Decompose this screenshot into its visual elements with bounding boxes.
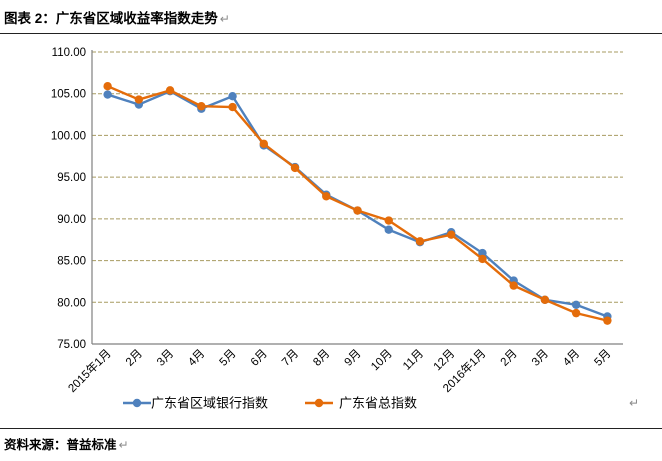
- data-point-marker: [228, 92, 237, 101]
- data-point-marker: [384, 225, 393, 234]
- data-point-marker: [571, 300, 581, 309]
- source-note-text: 资料来源：普益标准: [4, 438, 117, 452]
- data-point-marker: [134, 95, 144, 104]
- series-line-1: [107, 85, 608, 322]
- y-tick-label: 100.00: [51, 130, 86, 142]
- data-point-marker: [384, 216, 393, 225]
- x-tick-label: 5月: [592, 348, 613, 369]
- x-tick-label: 3月: [155, 348, 176, 369]
- paragraph-return-icon: ↵: [118, 438, 129, 452]
- x-tick-label: 4月: [186, 348, 207, 369]
- x-tick-label: 10月: [369, 348, 395, 374]
- chart-caption-text: 图表 2：广东省区域收益率指数走势: [4, 11, 218, 26]
- data-point-marker: [415, 237, 425, 246]
- x-tick-label: 2月: [499, 348, 520, 369]
- top-divider: [0, 33, 662, 34]
- data-point-marker: [603, 316, 612, 325]
- x-tick-label: 3月: [530, 348, 551, 369]
- source-note: 资料来源：普益标准 ↵: [4, 434, 129, 453]
- data-point-marker: [540, 295, 550, 304]
- data-point-marker: [259, 139, 268, 148]
- data-point-marker: [103, 82, 112, 91]
- x-tick-label: 12月: [432, 348, 458, 374]
- legend-marker-dot: [314, 398, 324, 408]
- y-tick-label: 90.00: [57, 214, 86, 226]
- y-tick-label: 110.00: [52, 47, 86, 59]
- paragraph-return-icon: ↵: [629, 396, 640, 410]
- x-tick-label: 5月: [218, 348, 239, 369]
- data-point-marker: [103, 90, 112, 99]
- data-point-marker: [322, 192, 331, 201]
- bottom-divider: [0, 428, 662, 429]
- data-point-marker: [290, 163, 300, 173]
- data-point-marker: [353, 206, 362, 215]
- x-tick-label: 8月: [311, 348, 332, 369]
- data-point-marker: [509, 281, 518, 290]
- y-tick-label: 75.00: [57, 339, 86, 351]
- data-point-marker: [478, 254, 487, 264]
- x-tick-label: 4月: [561, 348, 582, 369]
- data-point-marker: [165, 86, 175, 95]
- data-point-marker: [197, 102, 206, 111]
- legend-label-1: 广东省总指数: [339, 396, 417, 411]
- series-line-0: [107, 90, 608, 318]
- data-point-marker: [447, 230, 456, 239]
- paragraph-return-icon: ↵: [219, 12, 230, 26]
- data-point-marker: [228, 102, 237, 112]
- legend-marker-dot: [132, 398, 142, 408]
- x-tick-label: 6月: [249, 348, 270, 369]
- legend-label-0: 广东省区域银行指数: [151, 396, 268, 411]
- y-tick-label: 105.00: [51, 89, 86, 101]
- x-tick-label: 2月: [124, 348, 145, 369]
- data-point-marker: [571, 308, 581, 318]
- x-tick-label: 11月: [401, 348, 426, 373]
- data-point-marker: [478, 248, 487, 258]
- y-tick-label: 85.00: [57, 256, 86, 268]
- chart-caption: 图表 2：广东省区域收益率指数走势 ↵: [4, 7, 230, 27]
- y-tick-label: 80.00: [57, 297, 86, 309]
- x-tick-label: 2015年1月: [65, 346, 114, 395]
- y-tick-label: 95.00: [57, 172, 86, 184]
- x-tick-label: 7月: [280, 348, 301, 369]
- x-tick-label: 9月: [342, 348, 363, 369]
